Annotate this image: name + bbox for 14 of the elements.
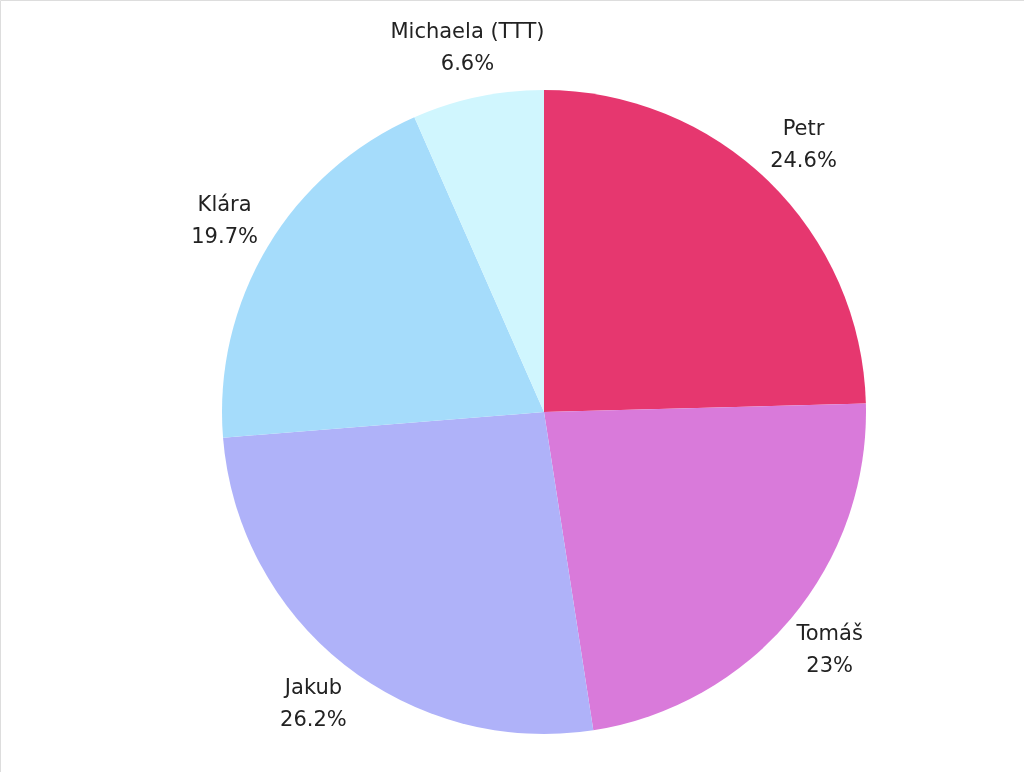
pie-slice bbox=[414, 90, 544, 412]
pie-slice bbox=[544, 403, 866, 731]
data-label: 19.7% bbox=[191, 224, 258, 249]
slice-label: Klára bbox=[197, 192, 252, 217]
data-label: 23% bbox=[806, 653, 854, 678]
data-label: 26.2% bbox=[280, 706, 347, 731]
pie-slice bbox=[544, 90, 866, 412]
slice-label: Petr bbox=[782, 116, 825, 141]
data-label: 6.6% bbox=[440, 50, 495, 75]
slice-label: Michaela (TTT) bbox=[390, 18, 545, 43]
slice-label: Tomáš bbox=[795, 621, 863, 646]
slice-label: Jakub bbox=[282, 674, 343, 699]
data-label: 24.6% bbox=[770, 148, 837, 173]
pie-slice bbox=[223, 412, 594, 734]
